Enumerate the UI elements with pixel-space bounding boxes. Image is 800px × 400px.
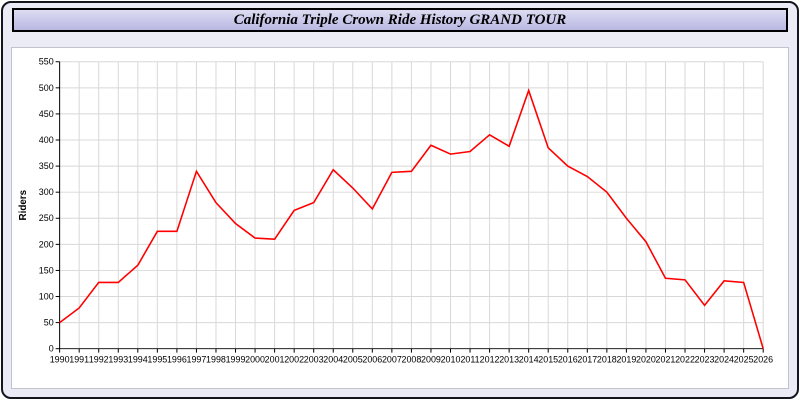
chart-panel: 0 50 100 150 200 250 300 350 400 450 500 550 1990 199… <box>11 47 789 389</box>
svg-text:2018: 2018 <box>597 354 617 364</box>
svg-text:50: 50 <box>44 318 54 328</box>
svg-text:500: 500 <box>39 83 54 93</box>
svg-text:200: 200 <box>39 239 54 249</box>
svg-text:2015: 2015 <box>538 354 558 364</box>
svg-text:2010: 2010 <box>441 354 461 364</box>
svg-text:2026: 2026 <box>753 354 773 364</box>
svg-text:0: 0 <box>49 344 54 354</box>
svg-text:2007: 2007 <box>382 354 402 364</box>
x-axis-labels: 1990 1991 1992 1993 1994 1995 1996 1997 1998 1999… <box>50 348 773 364</box>
svg-text:1996: 1996 <box>167 354 187 364</box>
svg-text:2017: 2017 <box>577 354 597 364</box>
svg-text:2011: 2011 <box>460 354 479 364</box>
svg-text:2005: 2005 <box>343 354 363 364</box>
svg-text:2016: 2016 <box>558 354 578 364</box>
svg-text:2013: 2013 <box>499 354 519 364</box>
svg-text:1994: 1994 <box>128 354 148 364</box>
gridlines <box>59 61 764 349</box>
svg-text:2021: 2021 <box>656 354 676 364</box>
svg-text:2022: 2022 <box>675 354 695 364</box>
svg-text:1995: 1995 <box>147 354 167 364</box>
y-axis-labels: 0 50 100 150 200 250 300 350 400 450 500 550 <box>39 57 60 354</box>
page-title: California Triple Crown Ride History GRA… <box>233 11 567 28</box>
svg-text:2004: 2004 <box>323 354 343 364</box>
svg-text:2003: 2003 <box>304 354 324 364</box>
svg-text:2012: 2012 <box>480 354 500 364</box>
svg-text:350: 350 <box>39 161 54 171</box>
svg-text:2000: 2000 <box>245 354 265 364</box>
svg-text:1999: 1999 <box>226 354 246 364</box>
svg-text:2025: 2025 <box>734 354 754 364</box>
svg-text:1992: 1992 <box>89 354 109 364</box>
svg-text:1997: 1997 <box>187 354 207 364</box>
svg-text:2020: 2020 <box>636 354 656 364</box>
svg-text:2002: 2002 <box>284 354 304 364</box>
svg-text:550: 550 <box>39 57 54 67</box>
svg-text:2008: 2008 <box>401 354 421 364</box>
svg-text:250: 250 <box>39 213 54 223</box>
svg-text:1993: 1993 <box>108 354 128 364</box>
svg-text:2006: 2006 <box>362 354 382 364</box>
svg-text:2024: 2024 <box>714 354 734 364</box>
svg-text:2014: 2014 <box>519 354 539 364</box>
svg-text:1990: 1990 <box>50 354 70 364</box>
svg-text:300: 300 <box>39 187 54 197</box>
svg-text:2009: 2009 <box>421 354 441 364</box>
svg-text:1991: 1991 <box>69 354 89 364</box>
svg-text:1998: 1998 <box>206 354 226 364</box>
y-axis-title: Riders <box>18 189 29 220</box>
svg-text:2019: 2019 <box>616 354 636 364</box>
svg-text:450: 450 <box>39 109 54 119</box>
series-line-riders <box>59 88 764 349</box>
svg-text:150: 150 <box>39 265 54 275</box>
svg-text:400: 400 <box>39 135 54 145</box>
title-bar: California Triple Crown Ride History GRA… <box>12 8 788 32</box>
svg-text:2001: 2001 <box>265 354 285 364</box>
svg-text:2023: 2023 <box>695 354 715 364</box>
svg-text:100: 100 <box>39 292 54 302</box>
